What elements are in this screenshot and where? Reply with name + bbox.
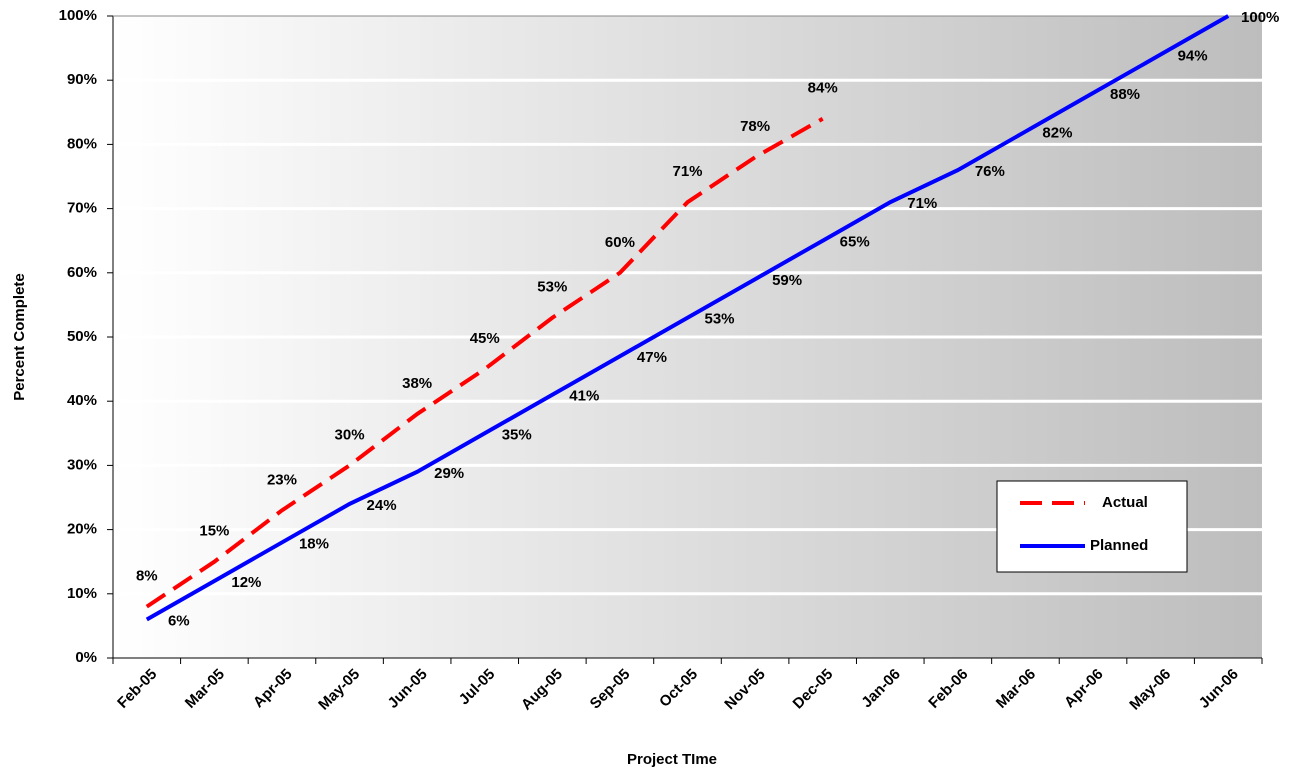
data-label: 71% — [672, 163, 702, 180]
data-label: 82% — [1042, 125, 1072, 142]
data-label: 18% — [299, 535, 329, 552]
x-tick-label: Jun-05 — [385, 666, 431, 712]
data-label: 94% — [1178, 47, 1208, 64]
data-label: 100% — [1241, 9, 1279, 26]
legend-box — [996, 480, 1188, 573]
y-axis-title: Percent Complete — [11, 273, 28, 401]
data-label: 84% — [808, 80, 838, 97]
data-label: 65% — [840, 234, 870, 251]
x-tick-label: Feb-05 — [114, 666, 160, 712]
y-tick-label: 0% — [75, 649, 97, 666]
data-label: 47% — [637, 349, 667, 366]
data-label: 78% — [740, 118, 770, 135]
data-label: 71% — [907, 195, 937, 212]
x-tick-label: Nov-05 — [721, 666, 768, 713]
data-label: 38% — [402, 375, 432, 392]
data-label: 8% — [136, 568, 158, 585]
x-axis-title: Project TIme — [627, 751, 717, 768]
x-tick-label: Dec-05 — [789, 666, 836, 713]
data-label: 53% — [537, 279, 567, 296]
series-line — [145, 14, 1230, 622]
x-tick-label: Mar-05 — [182, 666, 228, 712]
y-tick-label: 20% — [67, 521, 97, 538]
legend-label: Actual — [1102, 494, 1148, 511]
data-label: 29% — [434, 465, 464, 482]
x-tick-label: Mar-06 — [993, 666, 1039, 712]
series-line — [145, 116, 824, 609]
y-tick-label: 60% — [67, 264, 97, 281]
x-tick-label: Sep-05 — [587, 666, 634, 713]
x-tick-label: Oct-05 — [656, 666, 701, 711]
y-tick-label: 10% — [67, 585, 97, 602]
data-label: 76% — [975, 163, 1005, 180]
data-label: 15% — [199, 523, 229, 540]
x-tick-label: Jan-06 — [858, 666, 904, 712]
data-label: 60% — [605, 234, 635, 251]
data-label: 41% — [569, 388, 599, 405]
y-tick-label: 30% — [67, 456, 97, 473]
data-label: 88% — [1110, 86, 1140, 103]
y-tick-label: 50% — [67, 328, 97, 345]
y-tick-label: 40% — [67, 392, 97, 409]
x-tick-label: May-05 — [315, 666, 363, 714]
y-tick-label: 70% — [67, 200, 97, 217]
x-tick-label: Feb-06 — [925, 666, 971, 712]
x-tick-label: Jul-05 — [456, 666, 499, 709]
data-label: 24% — [367, 497, 397, 514]
x-tick-label: Apr-06 — [1061, 666, 1107, 712]
y-tick-label: 80% — [67, 135, 97, 152]
data-label: 12% — [231, 574, 261, 591]
y-tick-label: 100% — [59, 7, 97, 24]
data-label: 59% — [772, 272, 802, 289]
data-label: 45% — [470, 330, 500, 347]
x-tick-label: Jun-06 — [1196, 666, 1242, 712]
data-label: 30% — [335, 426, 365, 443]
data-label: 23% — [267, 471, 297, 488]
legend-label: Planned — [1090, 537, 1148, 554]
data-label: 35% — [502, 426, 532, 443]
x-tick-label: Aug-05 — [518, 666, 566, 714]
data-label: 6% — [168, 612, 190, 629]
data-label: 53% — [704, 311, 734, 328]
x-tick-label: Apr-05 — [250, 666, 296, 712]
x-tick-label: May-06 — [1126, 666, 1174, 714]
y-tick-label: 90% — [67, 71, 97, 88]
